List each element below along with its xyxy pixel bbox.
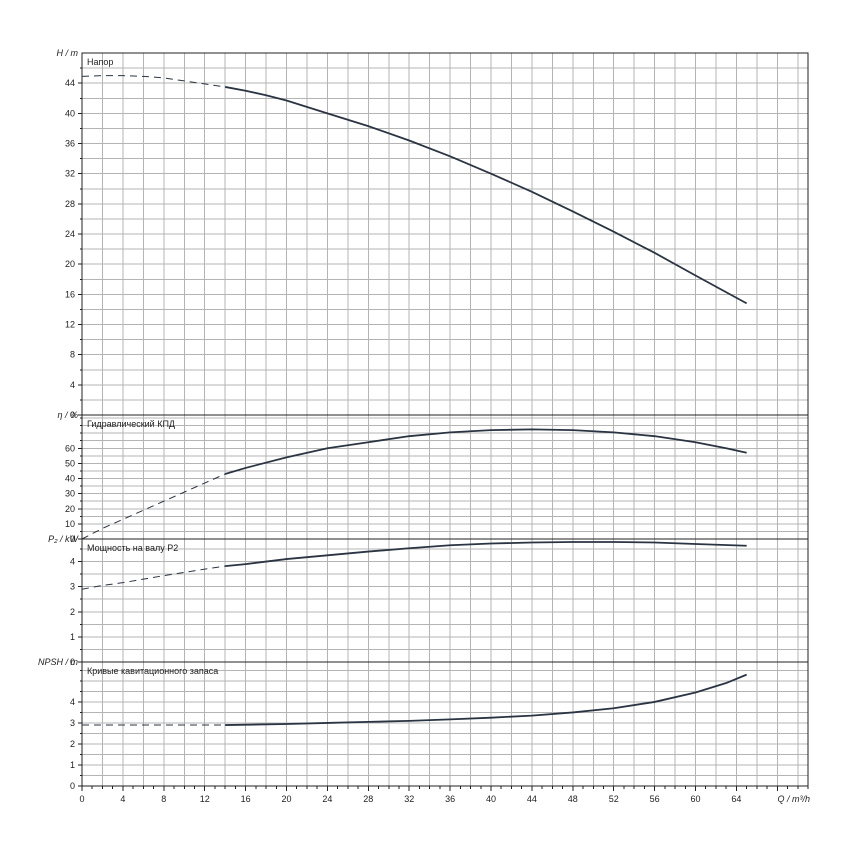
panel-title: Кривые кавитационного запаса [87,666,218,676]
curve-dashed [81,565,226,590]
y-tick-label: 4 [70,697,75,707]
y-tick-label: 16 [65,289,75,299]
curve-solid [225,541,747,568]
panel-frame [81,538,809,663]
y-tick-label: 44 [65,78,75,88]
y-tick-label: 0 [70,410,75,420]
x-tick-label: 24 [322,794,332,804]
x-tick-label: 12 [200,794,210,804]
y-tick-label: 20 [65,259,75,269]
y-tick-label: 32 [65,169,75,179]
x-tick-label: 0 [79,794,84,804]
x-tick-label: 60 [691,794,701,804]
y-tick-label: 10 [65,519,75,529]
y-tick-label: 2 [70,739,75,749]
panel-1: 0 4 8 12 16 20 24 28 32 36 40 44 H / m Напор [57,48,809,420]
curve-dashed [81,75,226,88]
y-axis-label: NPSH / m [38,657,79,667]
x-tick-label: 20 [281,794,291,804]
x-tick-label: 32 [404,794,414,804]
panel-title: Гидравлический КПД [87,419,175,429]
x-axis-label: Q / m³/h [777,794,810,804]
y-tick-label: 28 [65,199,75,209]
y-axis-label: H / m [57,48,79,58]
x-tick-label: 56 [650,794,660,804]
x-tick-label: 52 [609,794,619,804]
y-tick-label: 2 [70,607,75,617]
y-tick-label: 60 [65,443,75,453]
x-tick-label: 40 [486,794,496,804]
x-tick-label: 28 [363,794,373,804]
x-tick-label: 4 [120,794,125,804]
panel-title: Мощность на валу P2 [87,543,178,553]
y-tick-label: 30 [65,489,75,499]
x-tick-label: 44 [527,794,537,804]
panel-frame [81,661,809,787]
x-tick-label: 48 [568,794,578,804]
y-tick-label: 20 [65,504,75,514]
y-axis-label: P₂ / kW [48,534,79,544]
x-tick-label: 36 [445,794,455,804]
x-tick-label: 64 [731,794,741,804]
panel-3: 0 1 2 3 4 P₂ / kW Мощность на валу P2 [48,534,809,667]
curve-solid [225,673,747,726]
y-tick-label: 0 [70,534,75,544]
y-tick-label: 4 [70,557,75,567]
y-tick-label: 4 [70,380,75,390]
y-axis-label: η / % [57,410,78,420]
curve-solid [224,428,747,475]
y-tick-label: 40 [65,474,75,484]
y-tick-label: 1 [70,760,75,770]
y-tick-label: 12 [65,320,75,330]
y-tick-label: 36 [65,139,75,149]
panel-2: 0 10 20 30 40 50 60 η / % Гидравлический КПД [57,410,809,544]
curve-dashed [81,473,226,540]
y-tick-label: 50 [65,458,75,468]
y-tick-label: 3 [70,582,75,592]
y-tick-label: 0 [70,781,75,791]
y-tick-label: 0 [70,657,75,667]
y-tick-label: 24 [65,229,75,239]
panel-title: Напор [87,57,113,67]
x-tick-label: 16 [241,794,251,804]
y-tick-label: 40 [65,108,75,118]
x-tick-label: 8 [161,794,166,804]
curve-solid [224,86,748,305]
y-tick-label: 3 [70,718,75,728]
y-tick-label: 8 [70,350,75,360]
y-tick-label: 1 [70,632,75,642]
